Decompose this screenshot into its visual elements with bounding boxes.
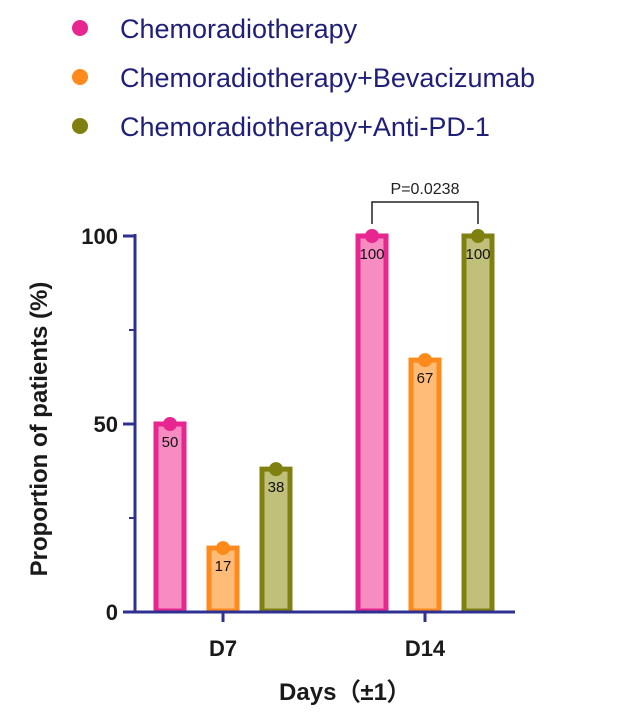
data-label-d7-series-2: 17 bbox=[215, 558, 232, 575]
bars-group: 50 17 38 100 67 100 bbox=[153, 229, 495, 614]
significance-bracket bbox=[371, 201, 479, 224]
axes bbox=[133, 234, 515, 614]
data-label-d14-series-3: 100 bbox=[465, 246, 490, 263]
point-d7-series-1 bbox=[163, 417, 177, 431]
point-d14-series-1 bbox=[365, 229, 379, 243]
legend-marker-2 bbox=[72, 69, 88, 85]
data-label-d7-series-1: 50 bbox=[162, 434, 179, 451]
bar-d7-series-1 bbox=[153, 421, 187, 614]
legend-label-3: Chemoradiotherapy+Anti-PD-1 bbox=[120, 112, 490, 142]
point-d7-series-3 bbox=[269, 462, 283, 477]
y-axis-title: Proportion of patients (%) bbox=[26, 282, 53, 577]
legend-label-1: Chemoradiotherapy bbox=[120, 14, 358, 44]
legend-marker-3 bbox=[72, 118, 88, 134]
legend-marker-1 bbox=[72, 20, 88, 36]
bar-d14-series-1 bbox=[355, 233, 389, 614]
y-tick-label-0: 0 bbox=[106, 600, 118, 625]
annotations: P=0.0238 bbox=[371, 181, 479, 224]
legend-label-2: Chemoradiotherapy+Bevacizumab bbox=[120, 63, 535, 93]
x-tick-label-d14: D14 bbox=[405, 636, 446, 661]
y-tick-label-100: 100 bbox=[81, 224, 118, 249]
point-d7-series-2 bbox=[216, 541, 230, 556]
point-d14-series-3 bbox=[471, 229, 485, 243]
legend: Chemoradiotherapy Chemoradiotherapy+Bevac… bbox=[72, 14, 535, 142]
p-value-label: P=0.0238 bbox=[391, 181, 460, 198]
bar-d14-series-3 bbox=[461, 233, 495, 614]
data-label-d14-series-1: 100 bbox=[359, 246, 384, 263]
data-label-d7-series-3: 38 bbox=[268, 479, 285, 496]
x-tick-label-d7: D7 bbox=[209, 636, 237, 661]
x-axis-title: Days（±1） bbox=[279, 679, 411, 706]
bar-d14-series-2 bbox=[408, 357, 442, 614]
point-d14-series-2 bbox=[418, 353, 432, 368]
y-tick-label-50: 50 bbox=[94, 412, 118, 437]
data-label-d14-series-2: 67 bbox=[417, 370, 434, 387]
ticks: 0 50 100 D7 D14 bbox=[81, 224, 446, 661]
